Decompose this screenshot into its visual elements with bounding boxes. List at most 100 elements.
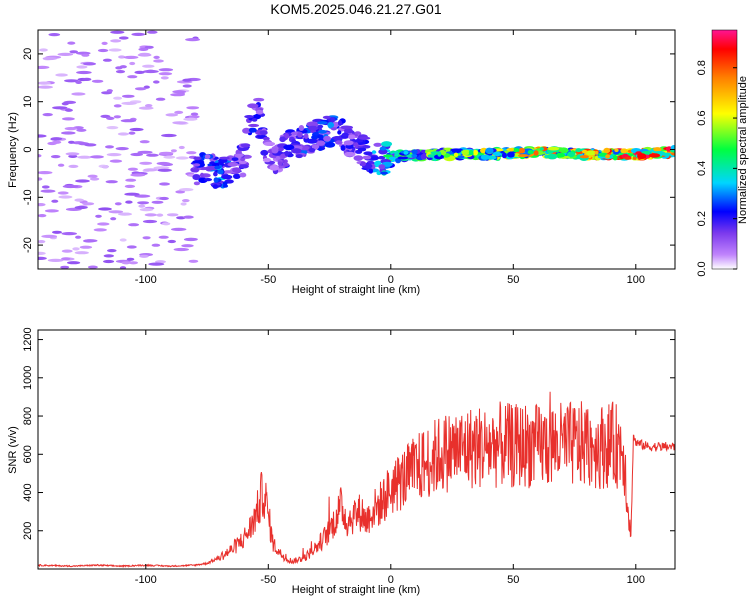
heatmap-cell	[188, 115, 200, 119]
heatmap-cell	[242, 127, 251, 134]
heatmap-cell	[38, 240, 46, 244]
spectrogram-marks	[38, 30, 675, 269]
heatmap-cell	[403, 150, 409, 155]
heatmap-cell	[255, 109, 264, 115]
heatmap-cell	[411, 149, 418, 155]
heatmap-cell	[130, 152, 143, 157]
heatmap-cell	[420, 153, 427, 160]
heatmap-cell	[82, 77, 92, 81]
heatmap-cell	[411, 153, 418, 158]
heatmap-cell	[83, 239, 98, 243]
heatmap-cell	[122, 94, 135, 98]
heatmap-cell	[38, 214, 47, 218]
heatmap-cell	[579, 155, 589, 159]
heatmap-cell	[75, 80, 82, 84]
heatmap-cell	[165, 113, 179, 117]
heatmap-cell	[41, 234, 58, 238]
heatmap-cell	[91, 79, 104, 83]
heatmap-cell	[200, 172, 204, 178]
heatmap-cell	[138, 52, 151, 56]
heatmap-cell	[115, 70, 126, 74]
heatmap-cell	[106, 116, 115, 120]
heatmap-cell	[547, 153, 558, 160]
heatmap-cell	[671, 152, 675, 156]
heatmap-cell	[160, 76, 169, 80]
heatmap-cell	[38, 81, 51, 85]
heatmap-cell	[251, 118, 258, 122]
heatmap-cell	[247, 103, 259, 109]
heatmap-cell	[468, 149, 474, 156]
spectrogram-x-label: Height of straight line (km)	[292, 284, 420, 296]
heatmap-cell	[127, 75, 138, 79]
heatmap-cell	[118, 55, 126, 59]
heatmap-cell	[103, 259, 115, 264]
spectrogram-y-label: Frequency (Hz)	[7, 112, 19, 188]
heatmap-cell	[38, 134, 47, 138]
heatmap-cell	[89, 177, 100, 181]
heatmap-cell	[67, 41, 76, 45]
colorbar-tick-label: 0.0	[696, 261, 708, 276]
heatmap-cell	[353, 155, 364, 162]
heatmap-cell	[48, 33, 61, 37]
heatmap-cell	[295, 154, 303, 159]
heatmap-cell	[397, 156, 409, 160]
heatmap-cell	[64, 79, 79, 83]
heatmap-cell	[114, 202, 122, 206]
heatmap-cell	[61, 232, 77, 236]
heatmap-cell	[492, 151, 502, 157]
heatmap-cell	[327, 122, 335, 128]
heatmap-cell	[142, 64, 155, 68]
heatmap-cell	[115, 66, 123, 70]
heatmap-cell	[50, 137, 63, 141]
heatmap-cell	[283, 132, 290, 139]
heatmap-cell	[129, 127, 144, 132]
heatmap-cell	[161, 133, 177, 138]
heatmap-cell	[124, 192, 140, 196]
heatmap-cell	[87, 265, 98, 269]
heatmap-cell	[61, 131, 76, 135]
heatmap-cell	[51, 199, 59, 203]
heatmap-cell	[213, 171, 218, 177]
heatmap-cell	[379, 146, 387, 151]
heatmap-cell	[75, 235, 82, 239]
heatmap-cell	[374, 160, 382, 166]
heatmap-cell	[182, 84, 192, 88]
heatmap-cell	[71, 92, 86, 96]
heatmap-cell	[297, 131, 303, 138]
heatmap-cell	[263, 141, 276, 146]
heatmap-cell	[144, 213, 157, 217]
heatmap-cell	[358, 136, 371, 140]
heatmap-cell	[108, 48, 122, 52]
heatmap-cell	[142, 236, 151, 240]
heatmap-cell	[38, 154, 42, 158]
heatmap-cell	[121, 101, 137, 105]
snr-y-tick-label: 1200	[22, 327, 34, 351]
heatmap-cell	[174, 110, 184, 114]
snr-y-ticks: 200 400 600 800 1000 1200	[22, 327, 675, 540]
heatmap-cell	[547, 146, 560, 151]
heatmap-cell	[373, 142, 383, 147]
heatmap-cell	[143, 168, 158, 172]
heatmap-cell	[125, 200, 133, 204]
heatmap-cell	[380, 171, 388, 175]
heatmap-cell	[47, 258, 64, 262]
snr-x-tick-label: -100	[135, 574, 157, 586]
heatmap-cell	[81, 53, 90, 57]
heatmap-cell	[501, 152, 507, 159]
heatmap-cell	[67, 261, 81, 265]
heatmap-cell	[594, 151, 599, 155]
heatmap-cell	[153, 80, 160, 84]
heatmap-cell	[40, 189, 56, 193]
heatmap-cell	[142, 219, 158, 224]
heatmap-cell	[125, 178, 137, 182]
heatmap-cell	[52, 230, 62, 234]
heatmap-cell	[171, 227, 187, 231]
heatmap-cell	[119, 238, 127, 242]
heatmap-cell	[87, 174, 98, 178]
heatmap-cell	[76, 70, 92, 75]
heatmap-cell	[539, 147, 544, 151]
snr-x-tick-label: -50	[260, 574, 276, 586]
heatmap-cell	[118, 36, 129, 40]
heatmap-cell	[368, 168, 374, 174]
